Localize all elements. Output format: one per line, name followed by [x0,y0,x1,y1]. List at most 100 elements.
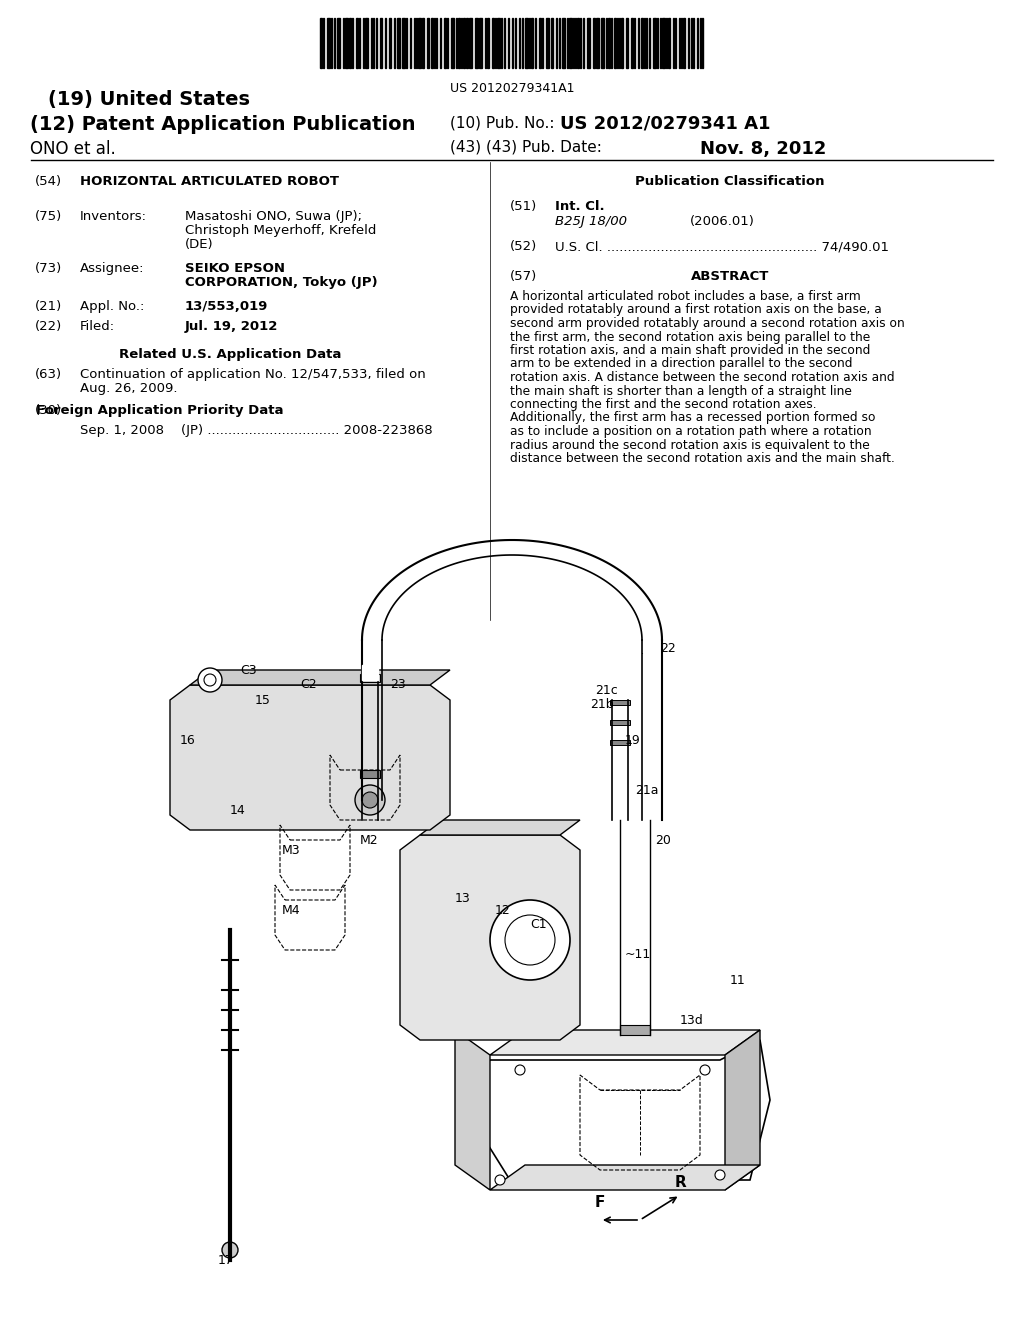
Bar [337,18,340,69]
Text: C1: C1 [530,919,547,932]
Text: 15: 15 [255,693,271,706]
Text: M2: M2 [360,833,379,846]
Bar [626,18,628,69]
Text: (43) (43) Pub. Date:: (43) (43) Pub. Date: [450,140,602,154]
Text: 21b: 21b [590,698,613,711]
Text: arm to be extended in a direction parallel to the second: arm to be extended in a direction parall… [510,358,853,371]
Text: (54): (54) [35,176,62,187]
Text: C3: C3 [240,664,257,676]
Text: the main shaft is shorter than a length of a straight line: the main shaft is shorter than a length … [510,384,852,397]
Bar [587,18,590,69]
Text: ONO et al.: ONO et al. [30,140,116,158]
Text: 16: 16 [180,734,196,747]
Text: 22: 22 [660,642,676,655]
Bar [356,18,358,69]
Bar [458,18,460,69]
Bar [593,18,595,69]
Text: (75): (75) [35,210,62,223]
Circle shape [700,1065,710,1074]
Bar [463,18,465,69]
Bar [422,18,424,69]
Bar [360,675,380,682]
Bar [525,18,528,69]
Text: (30): (30) [35,404,62,417]
Bar [475,18,478,69]
Text: HORIZONTAL ARTICULATED ROBOT: HORIZONTAL ARTICULATED ROBOT [80,176,339,187]
Text: 13/553,019: 13/553,019 [185,300,268,313]
Circle shape [362,792,378,808]
Bar [531,18,534,69]
Text: Jul. 19, 2012: Jul. 19, 2012 [185,319,279,333]
Bar [431,18,433,69]
Text: 14: 14 [230,804,246,817]
Text: Appl. No.:: Appl. No.: [80,300,144,313]
Circle shape [495,1175,505,1185]
Text: 12: 12 [495,903,511,916]
Text: (22): (22) [35,319,62,333]
Text: 17: 17 [218,1254,233,1266]
Text: (63): (63) [35,368,62,381]
Bar [469,18,472,69]
Bar [641,18,643,69]
Bar [402,18,406,69]
Polygon shape [490,1166,760,1191]
Text: US 20120279341A1: US 20120279341A1 [450,82,574,95]
Circle shape [715,1170,725,1180]
Bar [492,18,494,69]
Text: 21a: 21a [635,784,658,796]
Bar [365,18,368,69]
Bar [451,18,454,69]
Text: the first arm, the second rotation axis being parallel to the: the first arm, the second rotation axis … [510,330,870,343]
Text: 19: 19 [625,734,641,747]
Text: SEIKO EPSON: SEIKO EPSON [185,261,285,275]
Text: C2: C2 [300,678,316,692]
Text: Aug. 26, 2009.: Aug. 26, 2009. [80,381,177,395]
Bar [444,18,446,69]
Text: connecting the first and the second rotation axes.: connecting the first and the second rota… [510,399,816,411]
Bar [349,18,351,69]
Bar [319,18,322,69]
Text: Publication Classification: Publication Classification [635,176,824,187]
Bar [539,18,541,69]
Text: Sep. 1, 2008    (JP) ................................ 2008-223868: Sep. 1, 2008 (JP) ......................… [80,424,432,437]
Text: B25J 18/00: B25J 18/00 [555,215,627,228]
Circle shape [222,1242,238,1258]
Text: 11: 11 [730,974,745,986]
Bar [389,18,391,69]
Text: (52): (52) [510,240,538,253]
Bar [614,18,616,69]
Text: ~11: ~11 [625,949,651,961]
Bar [360,770,380,777]
Bar [662,18,665,69]
Bar [608,18,610,69]
Text: second arm provided rotatably around a second rotation axis on: second arm provided rotatably around a s… [510,317,905,330]
Text: (57): (57) [510,271,538,282]
Bar [631,18,633,69]
Circle shape [490,900,570,979]
Bar [577,18,579,69]
Text: F: F [595,1195,605,1210]
Text: provided rotatably around a first rotation axis on the base, a: provided rotatably around a first rotati… [510,304,882,317]
Text: Additionally, the first arm has a recessed portion formed so: Additionally, the first arm has a recess… [510,412,876,425]
Bar [621,18,623,69]
Bar [380,18,382,69]
Bar [596,18,599,69]
Text: Related U.S. Application Data: Related U.S. Application Data [119,348,341,360]
Bar [479,18,482,69]
Bar [668,18,670,69]
Polygon shape [725,1030,760,1191]
Bar [683,18,685,69]
Text: Inventors:: Inventors: [80,210,147,223]
Text: (21): (21) [35,300,62,313]
Bar [360,789,380,799]
Polygon shape [400,836,580,1040]
Text: A horizontal articulated robot includes a base, a first arm: A horizontal articulated robot includes … [510,290,861,304]
Circle shape [515,1065,525,1074]
Text: M4: M4 [282,903,301,916]
Text: (51): (51) [510,201,538,213]
Polygon shape [420,820,580,836]
Text: rotation axis. A distance between the second rotation axis and: rotation axis. A distance between the se… [510,371,895,384]
Text: 21c: 21c [595,684,617,697]
Bar [620,1026,650,1035]
Text: Filed:: Filed: [80,319,115,333]
